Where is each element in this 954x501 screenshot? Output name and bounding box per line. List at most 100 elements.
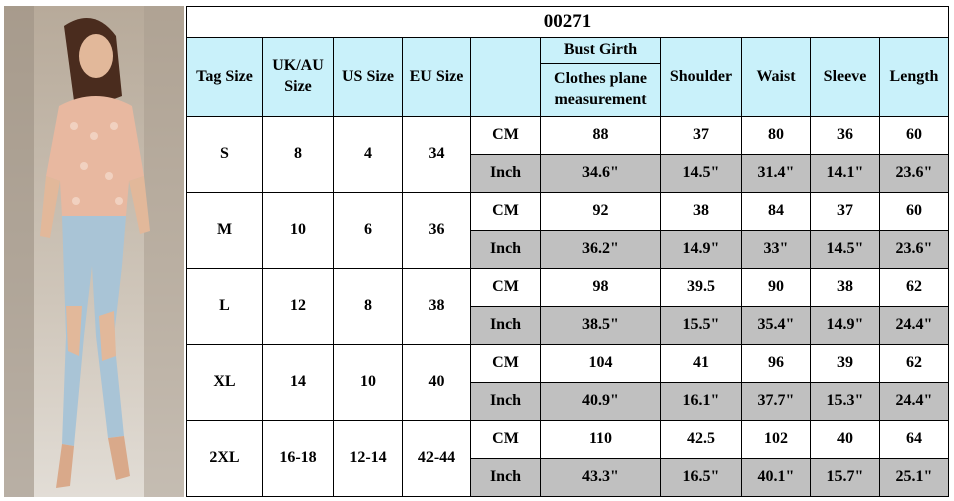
cm-value: 102 (741, 420, 811, 459)
inch-value: 16.1" (660, 382, 742, 421)
cm-value: 42.5 (660, 420, 742, 459)
cm-value: 98 (540, 268, 661, 307)
table-row: XL 14 10 40 CM 104 41 96 39 62 (186, 344, 949, 421)
column-note: Clothes plane measurement (540, 63, 661, 117)
column-header: Waist (741, 37, 811, 117)
table-row: 2XL 16-18 12-14 42-44 CM 110 42.5 102 40 64 (186, 420, 949, 497)
table-row: L 12 8 38 CM 98 39.5 90 38 62 (186, 268, 949, 345)
unit-label: Inch (470, 154, 541, 193)
cm-value: 40 (810, 420, 880, 459)
cm-value: 37 (810, 192, 880, 231)
inch-value: 37.7" (741, 382, 811, 421)
inch-value: 24.4" (879, 382, 949, 421)
uk-size: 8 (262, 116, 334, 193)
eu-size: 42-44 (402, 420, 471, 497)
table-row: M 10 6 36 CM 92 38 84 37 60 (186, 192, 949, 269)
table-row: Inch 38.5" 15.5" 35.4" 14.9" 24.4" (187, 306, 949, 345)
us-size: 6 (333, 192, 403, 269)
uk-size: 14 (262, 344, 334, 421)
tag-size: 2XL (186, 420, 263, 497)
inch-value: 15.7" (810, 458, 880, 497)
tag-size: XL (186, 344, 263, 421)
cm-value: 84 (741, 192, 811, 231)
inch-value: 31.4" (741, 154, 811, 193)
tag-size: S (186, 116, 263, 193)
column-header: UK/AU Size (262, 37, 334, 117)
table-row: Inch 36.2" 14.9" 33" 14.5" 23.6" (187, 230, 949, 269)
table-row: 00271 (186, 6, 949, 38)
cm-value: 37 (660, 116, 742, 155)
inch-value: 43.3" (540, 458, 661, 497)
cm-value: 39.5 (660, 268, 742, 307)
cm-value: 88 (540, 116, 661, 155)
inch-value: 36.2" (540, 230, 661, 269)
column-header: Length (879, 37, 949, 117)
us-size: 4 (333, 116, 403, 193)
blank-header (470, 37, 541, 117)
eu-size: 34 (402, 116, 471, 193)
inch-value: 35.4" (741, 306, 811, 345)
cm-value: 104 (540, 344, 661, 383)
inch-value: 33" (741, 230, 811, 269)
table-row: Tag Size UK/AU Size US Size EU Size Bust Gir… (186, 37, 949, 117)
inch-value: 14.9" (810, 306, 880, 345)
unit-label: CM (470, 420, 541, 459)
inch-value: 40.9" (540, 382, 661, 421)
unit-label: CM (470, 268, 541, 307)
inch-value: 34.6" (540, 154, 661, 193)
column-header: US Size (333, 37, 403, 117)
inch-value: 14.1" (810, 154, 880, 193)
cm-value: 38 (660, 192, 742, 231)
cm-value: 92 (540, 192, 661, 231)
cm-value: 38 (810, 268, 880, 307)
eu-size: 38 (402, 268, 471, 345)
us-size: 8 (333, 268, 403, 345)
uk-size: 12 (262, 268, 334, 345)
table-row: Clothes plane measurement (187, 63, 949, 117)
unit-label: CM (470, 116, 541, 155)
eu-size: 40 (402, 344, 471, 421)
column-header: EU Size (402, 37, 471, 117)
table-row: S 8 4 34 CM 88 37 80 36 60 (186, 116, 949, 193)
product-photo (4, 6, 184, 497)
table-row: Inch 43.3" 16.5" 40.1" 15.7" 25.1" (187, 458, 949, 497)
inch-value: 25.1" (879, 458, 949, 497)
unit-label: Inch (470, 306, 541, 345)
cm-value: 64 (879, 420, 949, 459)
cm-value: 62 (879, 344, 949, 383)
unit-label: Inch (470, 230, 541, 269)
tag-size: M (186, 192, 263, 269)
inch-value: 15.3" (810, 382, 880, 421)
cm-value: 110 (540, 420, 661, 459)
inch-value: 15.5" (660, 306, 742, 345)
table-row: Inch 34.6" 14.5" 31.4" 14.1" 23.6" (187, 154, 949, 193)
cm-value: 36 (810, 116, 880, 155)
inch-value: 14.5" (660, 154, 742, 193)
cm-value: 39 (810, 344, 880, 383)
unit-label: CM (470, 344, 541, 383)
eu-size: 36 (402, 192, 471, 269)
cm-value: 41 (660, 344, 742, 383)
tag-size: L (186, 268, 263, 345)
cm-value: 62 (879, 268, 949, 307)
inch-value: 14.9" (660, 230, 742, 269)
unit-label: Inch (470, 458, 541, 497)
column-header: Tag Size (186, 37, 263, 117)
inch-value: 38.5" (540, 306, 661, 345)
unit-label: CM (470, 192, 541, 231)
us-size: 10 (333, 344, 403, 421)
inch-value: 23.6" (879, 154, 949, 193)
cm-value: 60 (879, 192, 949, 231)
inch-value: 14.5" (810, 230, 880, 269)
cm-value: 90 (741, 268, 811, 307)
uk-size: 10 (262, 192, 334, 269)
cm-value: 80 (741, 116, 811, 155)
table-title: 00271 (186, 6, 949, 38)
inch-value: 23.6" (879, 230, 949, 269)
uk-size: 16-18 (262, 420, 334, 497)
size-table: 00271 Tag Size UK/AU Size US Size EU Size Bus… (186, 6, 949, 497)
column-header: Shoulder (660, 37, 742, 117)
inch-value: 24.4" (879, 306, 949, 345)
column-header: Bust Girth (540, 37, 661, 64)
